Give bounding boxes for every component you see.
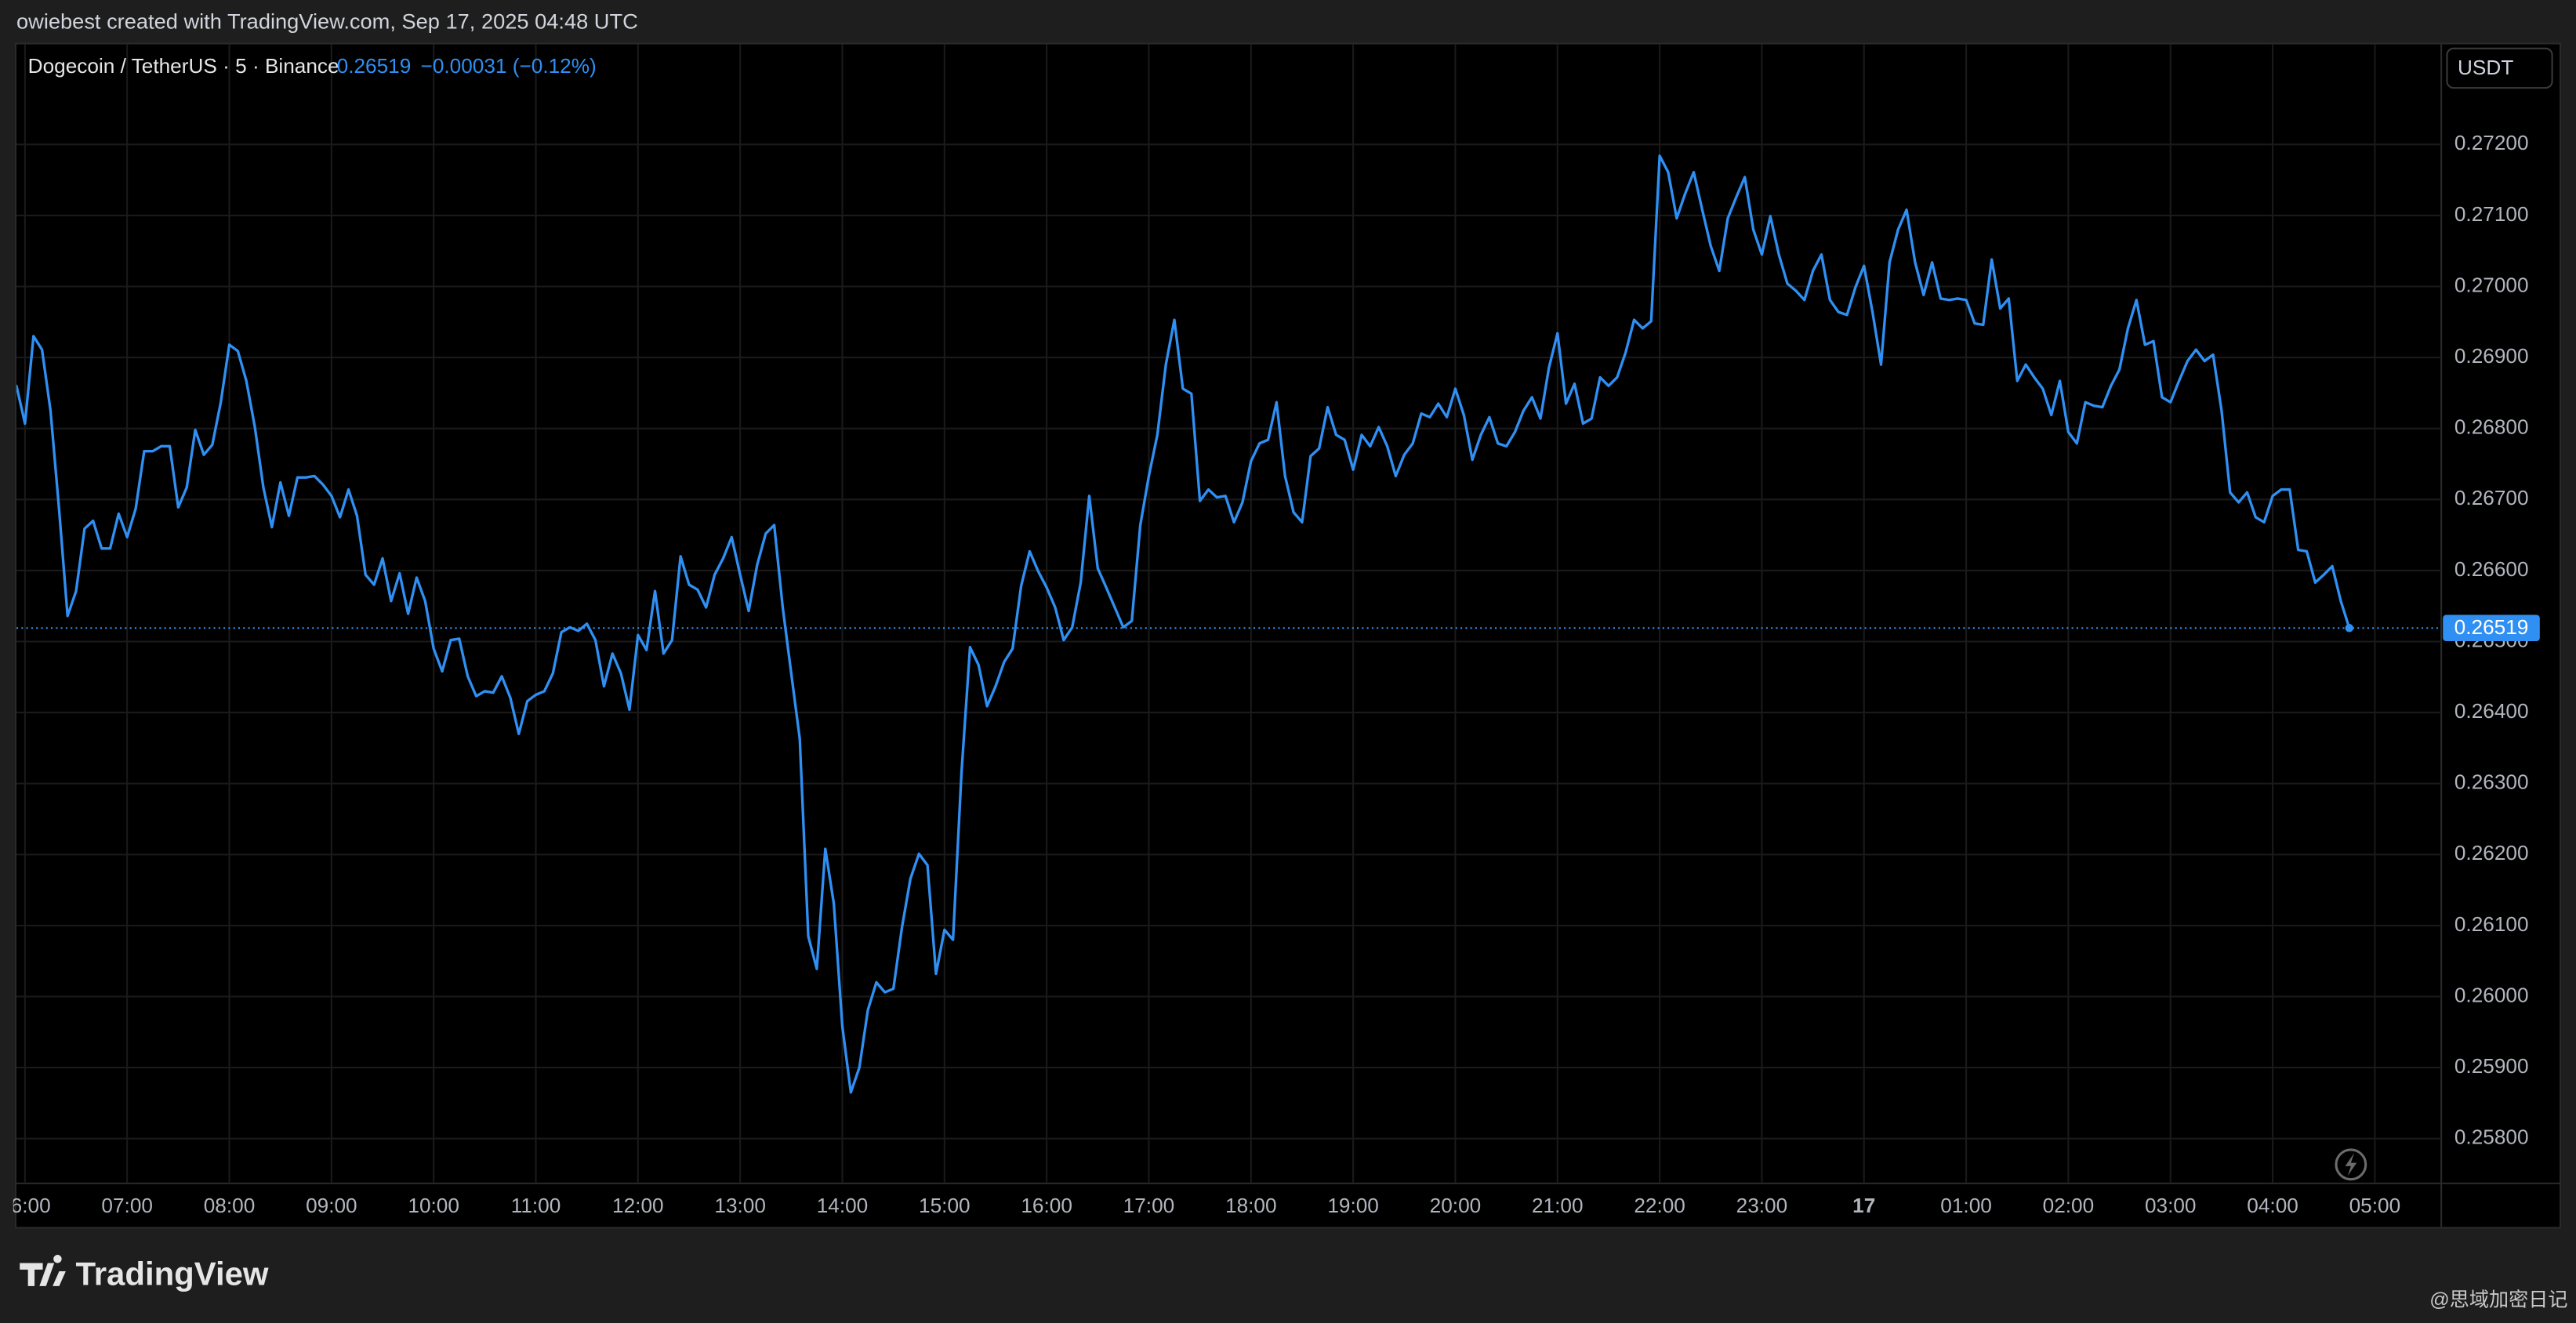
currency-button[interactable] <box>2446 47 2553 89</box>
x-tick-label: 18:00 <box>1225 1194 1277 1217</box>
x-axis: 06:00 07:00 08:00 09:00 10:00 11:00 12:00 13:00… <box>0 1194 2401 1217</box>
last-point <box>2345 624 2354 633</box>
x-tick-label: 23:00 <box>1736 1194 1788 1217</box>
brand-name: TradingView <box>75 1255 268 1292</box>
watermark: @思域加密日记 <box>2429 1289 2567 1310</box>
x-tick-label: 12:00 <box>612 1194 664 1217</box>
y-tick-label: 0.26800 <box>2454 415 2529 439</box>
x-tick-label: 17:00 <box>1123 1194 1175 1217</box>
y-tick-label: 0.27200 <box>2454 131 2529 154</box>
y-tick-label: 0.26400 <box>2454 699 2529 723</box>
x-tick-label: 04:00 <box>2247 1194 2298 1217</box>
x-tick-label: 14:00 <box>817 1194 869 1217</box>
y-tick-label: 0.25800 <box>2454 1125 2529 1149</box>
y-tick-label: 0.26700 <box>2454 486 2529 509</box>
y-tick-label: 0.26000 <box>2454 983 2529 1006</box>
icon-ring <box>2335 1148 2367 1181</box>
legend-change: −0.00031 (−0.12%) <box>421 54 597 78</box>
y-tick-label: 0.26600 <box>2454 557 2529 581</box>
currency-label: USDT <box>2458 56 2513 79</box>
x-tick-label: 08:00 <box>204 1194 256 1217</box>
last-price-badge <box>2443 614 2540 642</box>
lightning-icon[interactable] <box>2335 1148 2367 1181</box>
x-tick-label: 01:00 <box>1940 1194 1992 1217</box>
chart-pane <box>14 42 2562 1229</box>
icon-bolt <box>2345 1153 2357 1176</box>
x-tick-label: 16:00 <box>1021 1194 1072 1217</box>
x-tick-label: 07:00 <box>101 1194 153 1217</box>
y-tick-label: 0.26900 <box>2454 344 2529 368</box>
x-tick-label: 19:00 <box>1327 1194 1379 1217</box>
x-tick-label: 09:00 <box>306 1194 357 1217</box>
x-tick-label: 10:00 <box>408 1194 459 1217</box>
y-tick-label: 0.26300 <box>2454 770 2529 794</box>
y-tick-label: 0.27100 <box>2454 202 2529 226</box>
x-tick-label: 22:00 <box>1634 1194 1685 1217</box>
grid <box>16 44 2442 1183</box>
price-line <box>16 154 2351 1094</box>
x-tick-label: 02:00 <box>2043 1194 2095 1217</box>
x-tick-label: 06:00 <box>0 1194 51 1217</box>
logo-mark <box>20 1255 66 1286</box>
y-tick-label: 0.26100 <box>2454 912 2529 936</box>
x-tick-label: 17 <box>1852 1194 1875 1217</box>
x-tick-label: 13:00 <box>714 1194 766 1217</box>
x-tick-label: 11:00 <box>511 1194 561 1217</box>
x-tick-label: 15:00 <box>919 1194 971 1217</box>
y-tick-label: 0.25900 <box>2454 1054 2529 1078</box>
y-tick-label: 0.27000 <box>2454 273 2529 296</box>
last-price-label: 0.26519 <box>2454 615 2529 639</box>
x-tick-label: 20:00 <box>1430 1194 1482 1217</box>
x-tick-label: 03:00 <box>2145 1194 2197 1217</box>
chart-title: Dogecoin / TetherUS · 5 · Binance <box>28 54 339 78</box>
caption: owiebest created with TradingView.com, S… <box>16 9 638 34</box>
x-tick-label: 21:00 <box>1532 1194 1584 1217</box>
x-tick-label: 05:00 <box>2349 1194 2401 1217</box>
brand-logo: TradingView <box>20 1255 269 1292</box>
y-tick-label: 0.26200 <box>2454 841 2529 864</box>
legend-last-price: 0.26519 <box>337 54 412 78</box>
